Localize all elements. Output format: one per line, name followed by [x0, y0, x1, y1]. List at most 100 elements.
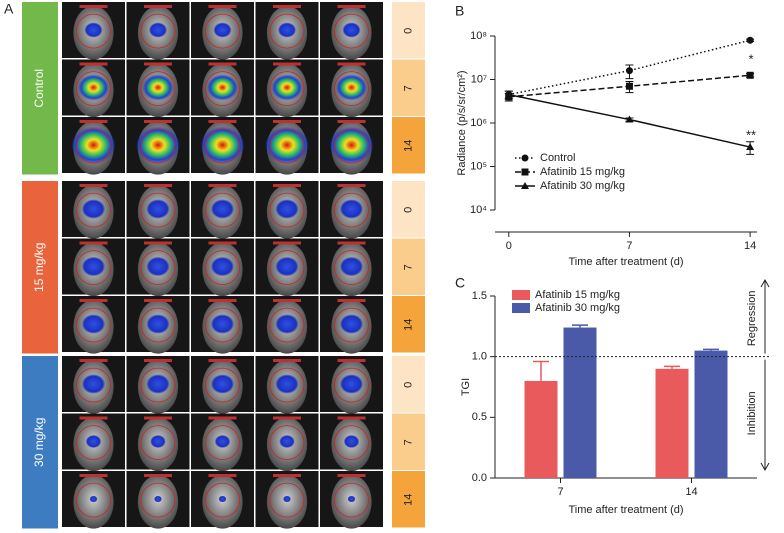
roi-circle [269, 307, 305, 343]
roi-circle [269, 367, 305, 403]
error-bar [572, 324, 588, 328]
roi-circle [205, 13, 240, 49]
roi-tag [208, 120, 237, 123]
roi-circle [205, 192, 240, 228]
roi-circle [334, 71, 369, 107]
marker [521, 182, 529, 189]
roi-tag [208, 359, 237, 362]
roi-tag [273, 241, 301, 245]
roi-tag [208, 184, 237, 187]
signal [218, 495, 227, 503]
roi-tag [337, 299, 366, 302]
marker [625, 115, 634, 123]
roi-circle [140, 425, 176, 461]
signal [329, 126, 374, 164]
signal [275, 256, 299, 277]
side-annotation: Regression [746, 291, 758, 347]
marker [521, 168, 529, 176]
roi-circle [269, 192, 305, 228]
marker [625, 67, 633, 75]
annotation: ** [746, 127, 756, 142]
roi-tag [144, 241, 172, 245]
legend-swatch [512, 303, 530, 313]
roi-tag [79, 5, 108, 8]
day-label: 14 [402, 494, 414, 506]
group-label: Control [32, 69, 46, 108]
roi-tag [208, 416, 237, 420]
signal [283, 495, 291, 503]
signal [342, 22, 361, 38]
signal [210, 374, 235, 394]
day-label: 0 [402, 207, 414, 213]
signal [335, 74, 368, 101]
roi-circle [334, 250, 369, 286]
roi-tag [79, 184, 108, 187]
roi-tag [337, 5, 366, 8]
signal [275, 374, 299, 394]
roi-circle [334, 13, 369, 49]
annotation: * [748, 51, 753, 66]
day-cell [392, 181, 425, 238]
roi-circle [76, 128, 111, 164]
x-tick-label: 7 [557, 486, 563, 498]
panel-label: C [455, 275, 465, 291]
roi-circle [76, 367, 111, 403]
roi-circle [205, 307, 240, 343]
signal [214, 434, 231, 449]
roi-tag [144, 416, 172, 420]
day-cell [392, 238, 425, 295]
signal [210, 256, 235, 277]
signal [146, 199, 170, 219]
signal [135, 126, 181, 164]
signal [81, 314, 106, 334]
roi-circle [334, 307, 369, 343]
roi-tag [337, 241, 366, 245]
y-tick-label: 1.5 [472, 290, 487, 302]
roi-tag [79, 474, 108, 477]
group-bar [22, 181, 58, 354]
roi-circle [334, 367, 369, 403]
y-tick-label: 0.5 [472, 411, 487, 423]
legend-label: Afatinib 15 mg/kg [540, 166, 625, 178]
roi-circle [269, 71, 305, 107]
y-axis-title: TGI [460, 378, 472, 396]
y-tick-label: 10⁷ [471, 73, 487, 85]
signal [89, 495, 98, 503]
signal [339, 314, 364, 334]
signal [343, 434, 360, 449]
bar [655, 368, 689, 478]
day-cell [392, 413, 425, 470]
roi-circle [76, 307, 111, 343]
roi-circle [205, 250, 240, 286]
bar [563, 327, 597, 478]
bar [524, 380, 558, 478]
signal [339, 374, 364, 394]
roi-circle [205, 367, 240, 403]
signal [150, 434, 166, 449]
roi-circle [269, 425, 305, 461]
roi-tag [273, 299, 301, 302]
day-cell [392, 296, 425, 353]
roi-tag [208, 62, 237, 66]
roi-circle [205, 482, 240, 518]
marker [746, 143, 755, 151]
roi-circle [269, 128, 305, 164]
roi-tag [79, 416, 108, 420]
roi-tag [208, 241, 237, 245]
marker [504, 90, 513, 98]
roi-tag [79, 120, 108, 123]
marker [521, 154, 529, 162]
roi-circle [334, 192, 369, 228]
roi-circle [76, 192, 111, 228]
signal [213, 22, 232, 38]
signal [347, 495, 356, 503]
x-axis-title: Time after treatment (d) [568, 504, 683, 516]
roi-tag [144, 62, 172, 66]
roi-tag [273, 416, 301, 420]
day-cell [392, 117, 425, 174]
signal [277, 22, 297, 38]
x-tick-label: 0 [506, 240, 512, 252]
day-label: 0 [402, 382, 414, 388]
roi-circle [76, 13, 111, 49]
signal [71, 126, 116, 164]
